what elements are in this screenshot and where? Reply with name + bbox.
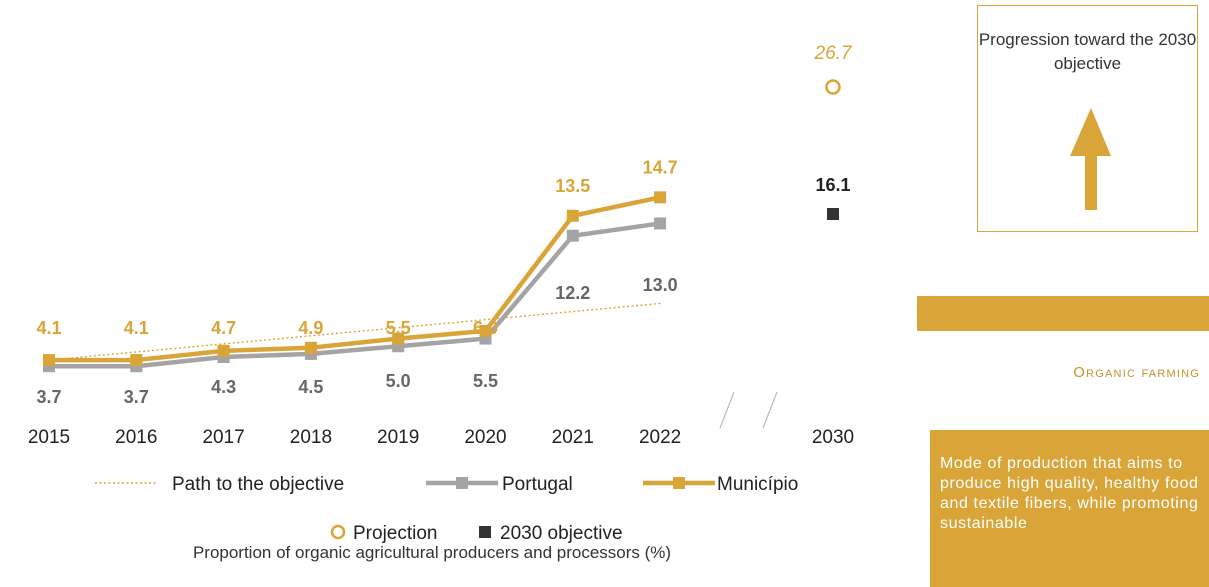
objective-value-label: 16.1: [815, 175, 850, 195]
x-tick-label: 2019: [377, 427, 419, 448]
organic-farming-chart: 2015 2016 2017 2018 2019 2020 2021 2022 2030 4.1…: [28, 43, 854, 562]
municipio-value-label: 5.5: [386, 318, 411, 338]
objective-point: [827, 208, 839, 220]
x-tick-label: 2016: [115, 427, 157, 448]
series-path-to-objective: [48, 302, 663, 361]
points-2030: 26.7 16.1: [814, 43, 853, 220]
municipio-value-label: 4.9: [298, 318, 323, 338]
municipio-point: [304, 341, 317, 354]
portugal-value-label: 3.7: [124, 387, 149, 407]
chart-caption: Proportion of organic agricultural produ…: [193, 543, 671, 562]
municipio-point: [392, 332, 405, 345]
description-text: Mode of production that aims to produce …: [940, 455, 1199, 532]
municipio-point: [479, 324, 492, 337]
portugal-value-label: 4.3: [211, 377, 236, 397]
municipio-point: [217, 344, 230, 357]
projection-value-label: 26.7: [814, 43, 853, 64]
municipio-point: [654, 191, 667, 204]
municipio-value-label: 13.5: [555, 176, 590, 196]
municipio-value-label: 4.7: [211, 318, 236, 338]
description-box: Mode of production that aims to produce …: [930, 430, 1209, 587]
legend-projection-label: Projection: [353, 523, 438, 544]
series-municipio: [43, 191, 667, 367]
x-tick-label: 2022: [639, 427, 681, 448]
portugal-value-label: 12.2: [555, 283, 590, 303]
progress-box: Progression toward the 2030 objective: [977, 5, 1198, 232]
legend-objective-swatch: [479, 526, 491, 538]
axis-break-mark: [762, 391, 778, 429]
legend-municipio-label: Município: [717, 474, 798, 495]
projection-point: [825, 79, 841, 95]
portugal-point: [566, 229, 579, 242]
legend: Path to the objective Portugal Município Pr…: [95, 474, 798, 544]
x-tick-label: 2017: [202, 427, 244, 448]
municipio-value-label: 4.1: [36, 318, 61, 338]
municipio-point: [566, 209, 579, 222]
legend-portugal-label: Portugal: [502, 474, 573, 495]
progress-title: Progression toward the 2030 objective: [978, 30, 1197, 73]
path-to-objective-line: [48, 302, 663, 361]
section-color-bar: [917, 296, 1209, 331]
x-axis-labels: 2015 2016 2017 2018 2019 2020 2021 2022 2030: [28, 427, 854, 448]
portugal-value-label: 13.0: [643, 275, 678, 295]
x-tick-label: 2021: [552, 427, 594, 448]
legend-municipio-marker: [673, 477, 685, 489]
x-tick-label: 2020: [464, 427, 506, 448]
x-tick-label: 2018: [290, 427, 332, 448]
municipio-point: [130, 354, 143, 367]
portugal-value-label: 5.5: [473, 371, 498, 391]
legend-projection-swatch: [330, 524, 346, 540]
municipio-value-label: 6.0: [473, 318, 498, 338]
municipio-line: [49, 195, 661, 363]
portugal-point: [654, 217, 667, 230]
portugal-value-label: 5.0: [386, 371, 411, 391]
axis-break: [719, 391, 778, 429]
up-arrow-icon: [1070, 108, 1111, 210]
x-tick-label: 2015: [28, 427, 70, 448]
x-tick-label: 2030: [812, 427, 854, 448]
legend-objective-label: 2030 objective: [500, 523, 623, 544]
section-title: Organic farming: [1073, 364, 1200, 381]
series-portugal: [43, 217, 667, 373]
municipio-point: [43, 354, 55, 367]
portugal-value-label: 3.7: [36, 387, 61, 407]
legend-path-label: Path to the objective: [172, 474, 344, 495]
legend-portugal-marker: [456, 477, 468, 489]
municipio-value-label: 4.1: [124, 318, 149, 338]
municipio-value-label: 14.7: [643, 157, 678, 177]
portugal-line: [49, 221, 661, 369]
value-labels: 4.1 4.1 4.7 4.9 5.5 6.0 13.5 14.7 3.7 3.7 4.3 4.5 5.…: [36, 157, 677, 407]
axis-break-mark: [719, 391, 735, 429]
portugal-value-label: 4.5: [298, 377, 323, 397]
